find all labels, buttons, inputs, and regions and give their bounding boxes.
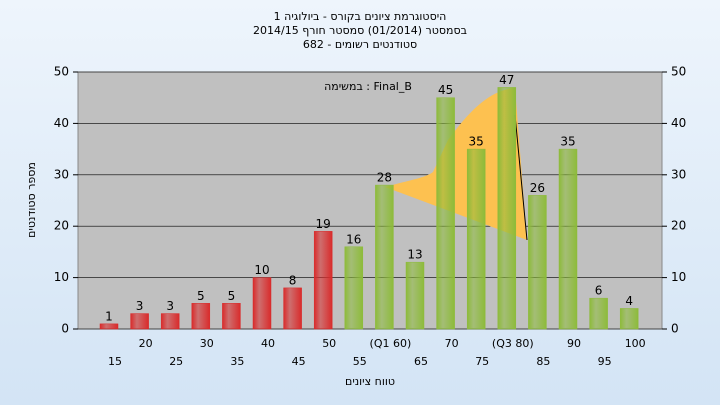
x-tick-label: 25 bbox=[169, 355, 183, 368]
data-label: 47 bbox=[499, 73, 514, 87]
x-tick-label: 90 bbox=[567, 337, 581, 350]
x-tick-label: 15 bbox=[108, 355, 122, 368]
data-label: 5 bbox=[197, 289, 205, 303]
bar bbox=[222, 303, 241, 330]
data-label: 6 bbox=[595, 284, 603, 298]
data-label: 35 bbox=[469, 135, 484, 149]
x-tick-label: 95 bbox=[598, 355, 612, 368]
x-tick-label: 45 bbox=[292, 355, 306, 368]
bar bbox=[344, 246, 364, 330]
bar bbox=[436, 97, 455, 330]
data-label: 28 bbox=[377, 171, 392, 185]
y2-tick-label: 40 bbox=[671, 116, 686, 130]
x-tick-label: 30 bbox=[200, 337, 214, 350]
bar bbox=[313, 231, 333, 330]
x-tick-label: 85 bbox=[536, 355, 550, 368]
bar bbox=[466, 148, 486, 330]
y-tick-label: 0 bbox=[61, 322, 69, 336]
x-tick-label: 100 bbox=[625, 337, 646, 350]
bar bbox=[130, 313, 149, 330]
bar bbox=[375, 184, 394, 330]
x-tick-label: 40 bbox=[261, 337, 275, 350]
bar bbox=[191, 303, 211, 330]
y2-tick-label: 50 bbox=[671, 65, 686, 79]
annotation: במשימה : Final_B bbox=[324, 80, 412, 93]
data-label: 19 bbox=[316, 217, 331, 231]
y2-tick-label: 30 bbox=[671, 167, 686, 181]
bar bbox=[528, 195, 547, 330]
bar bbox=[558, 148, 578, 330]
y-tick-label: 10 bbox=[54, 270, 69, 284]
x-tick-label: 65 bbox=[414, 355, 428, 368]
data-label: 5 bbox=[228, 289, 236, 303]
y-tick-label: 50 bbox=[54, 65, 69, 79]
data-label: 10 bbox=[254, 263, 269, 277]
y-axis-label: מספר סטודנטים bbox=[25, 162, 38, 238]
x-tick-label: 75 bbox=[475, 355, 489, 368]
quartile-area bbox=[385, 88, 527, 240]
bar bbox=[99, 323, 119, 330]
y2-tick-label: 0 bbox=[671, 322, 679, 336]
chart-subtitle: סטודנטים רשומים - 682 bbox=[303, 38, 417, 51]
bar bbox=[497, 87, 517, 330]
y-tick-label: 20 bbox=[54, 219, 69, 233]
data-label: 3 bbox=[136, 299, 144, 313]
quartile-line bbox=[514, 114, 528, 241]
data-label: 13 bbox=[407, 248, 422, 262]
x-tick-label: (Q3 80) bbox=[492, 337, 534, 350]
x-tick-label: 50 bbox=[322, 337, 336, 350]
bar bbox=[283, 287, 302, 330]
x-tick-label: (Q1 60) bbox=[370, 337, 412, 350]
data-label: 1 bbox=[105, 309, 113, 323]
y-tick-label: 40 bbox=[54, 116, 69, 130]
data-label: 35 bbox=[560, 135, 575, 149]
data-label: 16 bbox=[346, 232, 361, 246]
data-label: 26 bbox=[530, 181, 545, 195]
data-label: 3 bbox=[166, 299, 174, 313]
x-tick-label: 55 bbox=[353, 355, 367, 368]
x-axis-label: טווח ציונים bbox=[345, 375, 395, 388]
bar bbox=[619, 308, 639, 330]
x-tick-label: 70 bbox=[445, 337, 459, 350]
y2-tick-label: 20 bbox=[671, 219, 686, 233]
data-label: 8 bbox=[289, 273, 297, 287]
x-tick-label: 35 bbox=[230, 355, 244, 368]
bar bbox=[405, 261, 425, 330]
bar bbox=[252, 277, 272, 330]
bar bbox=[589, 297, 608, 330]
y2-tick-label: 10 bbox=[671, 270, 686, 284]
y-tick-label: 30 bbox=[54, 167, 69, 181]
data-label: 4 bbox=[625, 294, 633, 308]
chart-title: היסטוגרמת ציונים בקורס - ביולוגיה 1 bbox=[274, 10, 447, 23]
data-label: 45 bbox=[438, 83, 453, 97]
chart-subtitle: בסמסטר (01/2014) סמסטר חורף 2014/15 bbox=[253, 24, 467, 37]
bar bbox=[160, 313, 180, 330]
x-tick-label: 20 bbox=[139, 337, 153, 350]
